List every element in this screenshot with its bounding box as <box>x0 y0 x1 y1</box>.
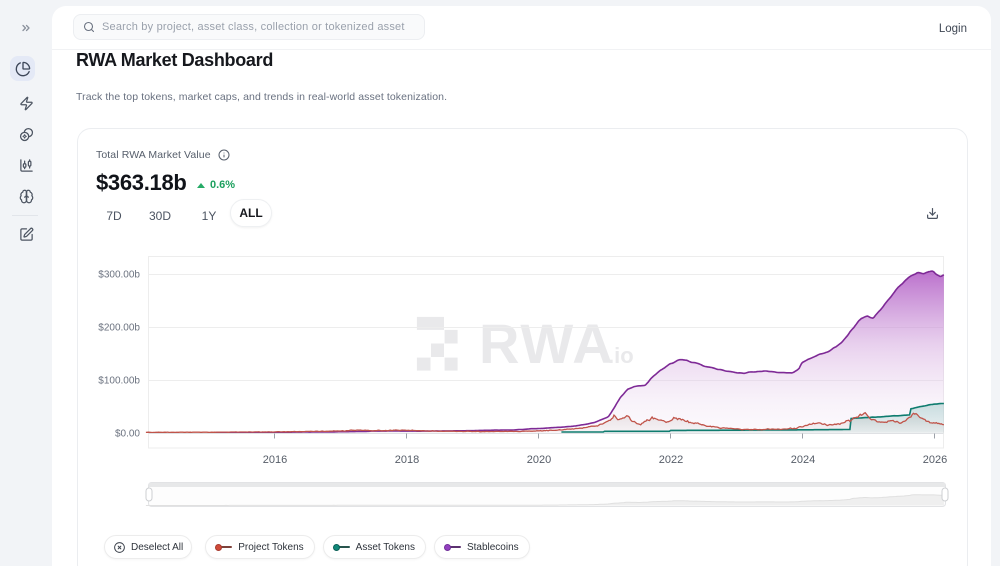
svg-text:2020: 2020 <box>527 454 551 466</box>
svg-text:$300.00b: $300.00b <box>98 270 140 281</box>
svg-text:2024: 2024 <box>791 454 815 466</box>
svg-text:.io: .io <box>608 343 634 368</box>
svg-text:2022: 2022 <box>659 454 683 466</box>
svg-text:$0.00: $0.00 <box>115 429 140 440</box>
svg-text:RWA: RWA <box>479 312 615 375</box>
svg-text:$200.00b: $200.00b <box>98 323 140 334</box>
svg-text:2016: 2016 <box>263 454 287 466</box>
svg-text:2026: 2026 <box>923 454 947 466</box>
svg-text:$100.00b: $100.00b <box>98 376 140 387</box>
svg-text:2018: 2018 <box>395 454 419 466</box>
